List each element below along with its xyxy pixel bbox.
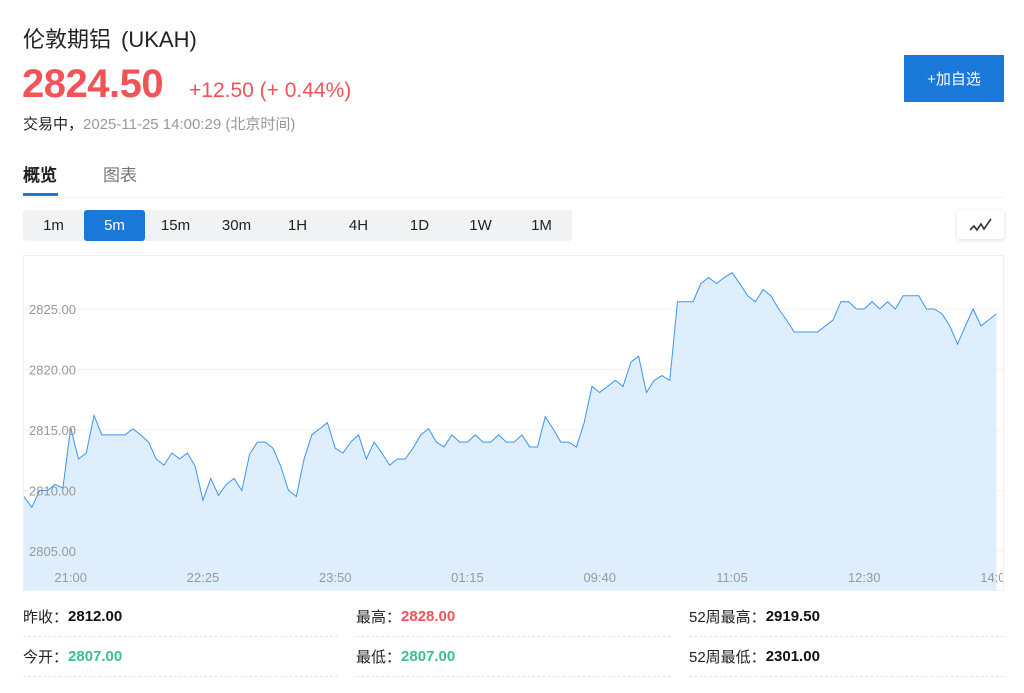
period-1W[interactable]: 1W <box>469 217 492 234</box>
chart-canvas: 2825.00 2820.00 2815.00 2810.00 2805.00 21:00… <box>24 272 1004 590</box>
x-tick-label: 14:00 <box>980 570 1004 585</box>
stat-label: 最高： <box>356 609 402 626</box>
stat-value: 2301.00 <box>765 648 820 665</box>
stat-label: 昨收： <box>23 609 69 626</box>
x-tick-label: 22:25 <box>187 570 220 585</box>
period-1M[interactable]: 1M <box>531 217 552 234</box>
period-30m[interactable]: 30m <box>221 217 252 234</box>
x-tick-label: 01:15 <box>451 570 484 585</box>
stat-label: 今开： <box>23 649 69 666</box>
price-area <box>24 272 997 590</box>
tab-divider <box>23 197 1004 198</box>
stat-item: 52周最高： 2919.50 <box>689 597 1004 637</box>
y-tick-label: 2810.00 <box>29 484 76 499</box>
instrument-title: 伦敦期铝 (UKAH) <box>23 22 197 54</box>
price-line <box>24 272 997 509</box>
x-tick-label: 21:00 <box>54 570 87 585</box>
y-tick-label: 2805.00 <box>29 544 76 559</box>
stat-label: 最低： <box>356 649 402 666</box>
instrument-name: 伦敦期铝 <box>23 27 112 52</box>
y-tick-label: 2815.00 <box>29 423 76 438</box>
line-chart-icon <box>968 218 992 231</box>
x-tick-label: 09:40 <box>583 570 616 585</box>
stat-item: 昨收： 2812.00 <box>23 597 338 637</box>
stat-label: 52周最低： <box>689 649 766 666</box>
y-tick-label: 2820.00 <box>29 363 76 378</box>
add-to-watchlist-button[interactable]: +加自选 <box>904 55 1004 102</box>
stat-item: 今开： 2807.00 <box>23 637 338 677</box>
timezone: (北京时间) <box>225 116 296 133</box>
instrument-code: (UKAH) <box>121 27 197 52</box>
stat-value: 2807.00 <box>401 648 456 665</box>
period-4H[interactable]: 4H <box>348 217 369 234</box>
tab-overview[interactable]: 概览 <box>23 166 57 185</box>
period-15m[interactable]: 15m <box>160 217 191 234</box>
period-selector: 1m 5m 15m 30m 1H 4H 1D 1W 1M <box>23 210 572 241</box>
stat-value: 2812.00 <box>68 608 123 625</box>
tab-chart[interactable]: 图表 <box>103 166 137 185</box>
period-1m[interactable]: 1m <box>43 217 64 234</box>
stat-item: 最高： 2828.00 <box>356 597 671 637</box>
stat-value: 2919.50 <box>765 608 820 625</box>
x-tick-label: 11:05 <box>716 570 748 585</box>
y-tick-label: 2825.00 <box>29 302 76 317</box>
stat-value: 2828.00 <box>401 608 456 625</box>
price-chart[interactable]: 2825.00 2820.00 2815.00 2810.00 2805.00 21:00… <box>23 255 1004 591</box>
period-5m[interactable]: 5m <box>84 210 145 241</box>
price-change: +12.50 (+ 0.44%) <box>189 79 352 102</box>
stat-item: 52周最低： 2301.00 <box>689 637 1004 677</box>
x-tick-label: 23:50 <box>319 570 352 585</box>
stat-item: 最低： 2807.00 <box>356 637 671 677</box>
period-1H[interactable]: 1H <box>287 217 308 234</box>
chart-type-button[interactable] <box>957 210 1004 239</box>
stat-value: 2807.00 <box>68 648 123 665</box>
x-tick-label: 12:30 <box>848 570 881 585</box>
trading-status: 交易中，2025-11-25 14:00:29 (北京时间) <box>23 113 295 134</box>
status-label: 交易中， <box>23 116 84 133</box>
stat-label: 52周最高： <box>689 609 766 626</box>
current-price: 2824.50 <box>22 62 164 106</box>
active-tab-indicator <box>23 193 58 196</box>
timestamp: 2025-11-25 14:00:29 <box>83 116 222 133</box>
period-1D[interactable]: 1D <box>409 217 430 234</box>
